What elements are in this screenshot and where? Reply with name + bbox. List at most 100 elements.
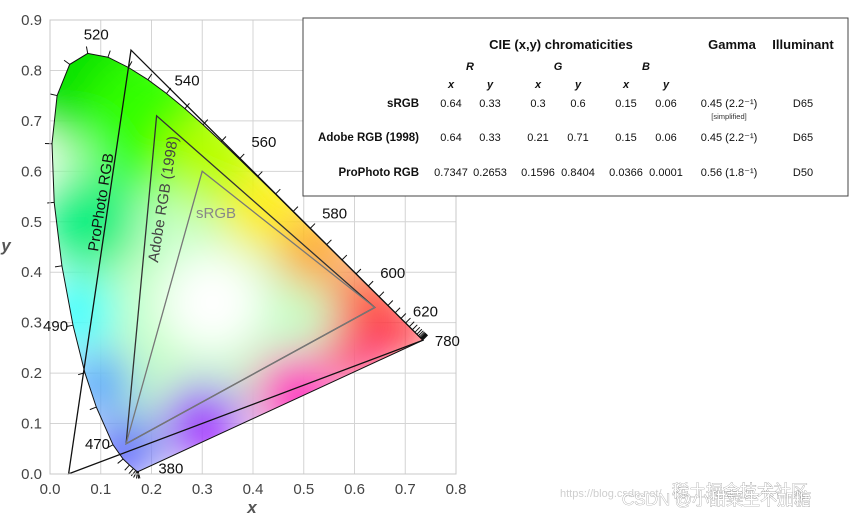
table-sub-rx: x <box>447 79 455 91</box>
locus-tick <box>412 324 418 331</box>
watermark-url: https://blog.csdn.net/ <box>560 488 662 500</box>
locus-tick <box>326 239 332 246</box>
x-tick-label: 0.3 <box>192 481 213 498</box>
table-cell-illuminant: D50 <box>793 167 813 179</box>
locus-tick <box>89 406 97 411</box>
wavelength-label: 520 <box>84 26 109 43</box>
wavelength-label: 580 <box>322 206 347 223</box>
locus-tick <box>275 188 281 195</box>
y-axis-label: y <box>0 236 12 255</box>
table-cell: 0.1596 <box>521 167 555 179</box>
x-tick-label: 0.8 <box>446 481 467 498</box>
locus-tick <box>387 300 394 306</box>
color-blob <box>161 251 264 354</box>
table-cell: 0.15 <box>615 132 636 144</box>
x-tick-label: 0.0 <box>40 481 61 498</box>
gamut-triangle-0 <box>67 48 425 475</box>
locus-tick <box>419 331 425 338</box>
table-cell: 0.2653 <box>473 167 507 179</box>
locus-tick <box>106 444 114 449</box>
table-cell: 0.7347 <box>434 167 468 179</box>
table-cell: 0.15 <box>615 98 636 110</box>
y-tick-label: 0.0 <box>21 466 42 483</box>
table-cell: 0.33 <box>479 98 500 110</box>
table-cell: 0.64 <box>440 98 461 110</box>
wavelength-label: 780 <box>435 333 460 350</box>
wavelength-label: 620 <box>413 303 438 320</box>
color-blob <box>253 352 335 434</box>
locus-tick <box>292 206 299 212</box>
table-cell: 0.0366 <box>609 167 643 179</box>
x-tick-label: 0.6 <box>344 481 365 498</box>
y-tick-label: 0.8 <box>21 62 42 79</box>
table-sub-by: y <box>662 79 670 91</box>
locus-tick <box>136 471 139 479</box>
table-header-chromaticities: CIE (x,y) chromaticities <box>489 37 633 52</box>
locus-tick <box>54 265 63 268</box>
table-cell-gamma: 0.45 (2.2⁻¹) <box>701 98 758 110</box>
wavelength-label: 380 <box>158 460 183 477</box>
wavelength-label: 600 <box>380 265 405 282</box>
wavelength-label: 490 <box>43 318 68 335</box>
locus-tick <box>408 321 415 328</box>
table-cell: 0.64 <box>440 132 461 144</box>
y-tick-label: 0.7 <box>21 113 42 130</box>
locus-tick <box>124 464 130 471</box>
table-sub-gy: y <box>574 79 582 91</box>
table-row-name: sRGB <box>387 98 419 110</box>
locus-tick <box>378 291 385 298</box>
table-cell: 0.06 <box>655 132 676 144</box>
locus-tick <box>414 326 421 333</box>
locus-tick <box>130 470 137 477</box>
x-tick-label: 0.1 <box>90 481 111 498</box>
table-row-name: Adobe RGB (1998) <box>318 132 419 144</box>
plot-frame <box>49 19 457 475</box>
locus-tick <box>421 333 427 340</box>
axes: 0.0 0.1 0.2 0.3 0.4 0.5 0.6 0.7 0.8 0.0 0.1 0.2 0.3 0… <box>21 12 466 498</box>
table-sub-bx: x <box>622 79 630 91</box>
locus-tick <box>202 119 209 126</box>
table-cell: 0.21 <box>527 132 548 144</box>
y-tick-label: 0.1 <box>21 416 42 433</box>
locus-tick <box>421 333 428 340</box>
locus-tick <box>147 73 153 81</box>
y-tick-label: 0.6 <box>21 163 42 180</box>
table-sub-gx: x <box>534 79 542 91</box>
locus-tick <box>128 468 134 475</box>
table-header-gamma: Gamma <box>708 37 756 52</box>
table-cell: 0.8404 <box>561 167 595 179</box>
table-cell-illuminant: D65 <box>793 132 813 144</box>
locus-tick <box>355 268 362 275</box>
table-cell-gamma: 0.56 (1.8⁻¹) <box>701 167 758 179</box>
locus-tick <box>422 334 428 341</box>
table-row-name: ProPhoto RGB <box>339 167 420 179</box>
locus-tick <box>420 332 426 339</box>
locus-tick <box>394 307 401 314</box>
color-blob <box>52 277 116 349</box>
table-note: [simplified] <box>711 112 746 121</box>
gamut-triangle-2 <box>125 170 376 446</box>
table-cell: 0.06 <box>655 98 676 110</box>
wavelength-label: 470 <box>85 436 110 453</box>
wavelength-labels: 380 470 490 520 540 560 580 600 620 780 <box>43 26 460 477</box>
watermark-juejin: 稀土掘金技术社区 <box>672 482 808 501</box>
locus-tick <box>117 458 124 464</box>
x-tick-label: 0.5 <box>293 481 314 498</box>
table-cell: 0.71 <box>567 132 588 144</box>
table-cell: 0.6 <box>570 98 585 110</box>
locus-tick <box>50 93 58 97</box>
wavelength-label: 540 <box>175 72 200 89</box>
locus-tick <box>137 471 140 479</box>
locus-tick <box>416 328 423 335</box>
table-sub-g: G <box>554 61 563 73</box>
table-sub-ry: y <box>486 79 494 91</box>
locus-tick <box>85 46 89 54</box>
y-tick-label: 0.9 <box>21 12 42 29</box>
watermark-csdn: CSDN @小甜菜生不加糖 <box>622 490 811 509</box>
locus-tick <box>367 280 374 287</box>
y-tick-label: 0.4 <box>21 264 42 281</box>
color-blob <box>278 216 350 288</box>
table-cell: 0.0001 <box>649 167 683 179</box>
